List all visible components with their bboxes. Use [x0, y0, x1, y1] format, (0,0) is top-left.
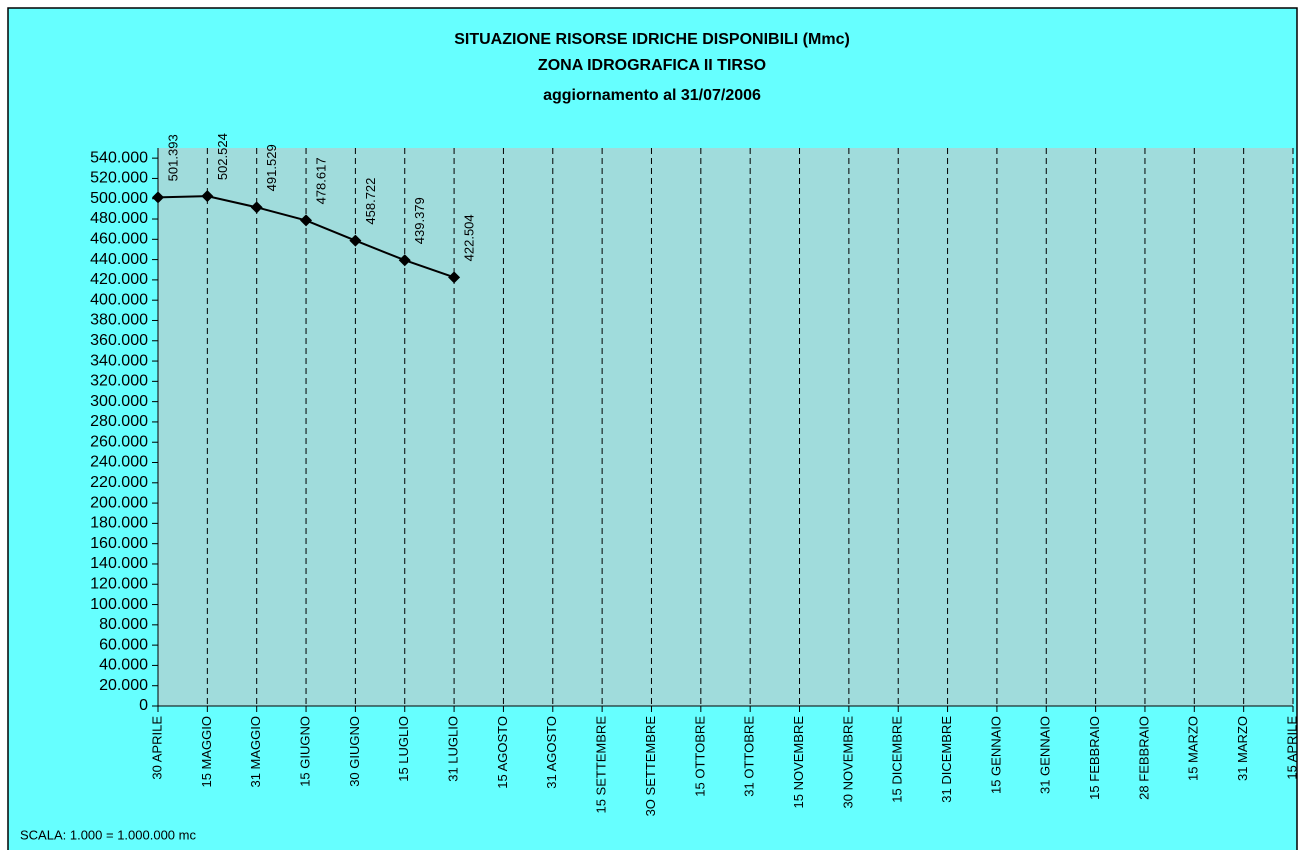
x-tick-label: 28 FEBBRAIO — [1136, 716, 1151, 800]
data-label: 422.504 — [462, 214, 477, 261]
y-tick-label: 500.000 — [90, 190, 148, 207]
plot-area — [158, 148, 1293, 706]
data-label: 458.722 — [363, 178, 378, 225]
x-tick-label: 15 FEBBRAIO — [1087, 716, 1102, 800]
x-tick-label: 31 OTTOBRE — [742, 716, 757, 797]
y-tick-label: 160.000 — [90, 535, 148, 552]
scale-note: SCALA: 1.000 = 1.000.000 mc — [20, 827, 196, 842]
y-tick-label: 340.000 — [90, 352, 148, 369]
x-tick-label: 31 MAGGIO — [248, 716, 263, 788]
y-tick-label: 480.000 — [90, 210, 148, 227]
y-tick-label: 240.000 — [90, 454, 148, 471]
y-tick-label: 460.000 — [90, 231, 148, 248]
data-point — [448, 271, 461, 284]
y-tick-label: 280.000 — [90, 413, 148, 430]
y-tick-label: 80.000 — [99, 616, 148, 633]
x-tick-label: 31 LUGLIO — [446, 716, 461, 782]
data-point — [398, 254, 411, 267]
y-tick-label: 300.000 — [90, 393, 148, 410]
y-tick-label: 100.000 — [90, 596, 148, 613]
x-tick-label: 3O SETTEMBRE — [643, 716, 658, 817]
y-tick-label: 0 — [139, 697, 148, 714]
y-tick-label: 40.000 — [99, 657, 148, 674]
y-tick-label: 220.000 — [90, 474, 148, 491]
x-tick-label: 15 MARZO — [1186, 716, 1201, 781]
chart-title: SITUAZIONE RISORSE IDRICHE DISPONIBILI (… — [454, 31, 850, 48]
y-tick-label: 540.000 — [90, 149, 148, 166]
data-label: 502.524 — [215, 133, 230, 180]
y-tick-label: 120.000 — [90, 575, 148, 592]
chart-subtitle: ZONA IDROGRAFICA II TIRSO — [538, 57, 766, 74]
x-tick-label: 15 LUGLIO — [396, 716, 411, 782]
y-tick-label: 520.000 — [90, 170, 148, 187]
y-tick-label: 420.000 — [90, 271, 148, 288]
y-tick-label: 260.000 — [90, 433, 148, 450]
data-label: 501.393 — [165, 134, 180, 181]
y-tick-label: 200.000 — [90, 494, 148, 511]
x-tick-label: 15 GIUGNO — [297, 716, 312, 787]
y-tick-label: 180.000 — [90, 515, 148, 532]
x-tick-label: 15 NOVEMBRE — [791, 716, 806, 809]
x-tick-label: 15 SETTEMBRE — [594, 716, 609, 814]
x-tick-label: 31 MARZO — [1235, 716, 1250, 781]
x-tick-label: 15 GENNAIO — [988, 716, 1003, 794]
y-tick-label: 400.000 — [90, 291, 148, 308]
data-point — [201, 190, 214, 203]
data-label: 478.617 — [313, 157, 328, 204]
data-label: 491.529 — [264, 144, 279, 191]
x-tick-label: 31 DICEMBRE — [939, 716, 954, 803]
chart-update: aggiornamento al 31/07/2006 — [543, 87, 761, 104]
y-tick-label: 440.000 — [90, 251, 148, 268]
x-tick-label: 15 MAGGIO — [199, 716, 214, 788]
x-tick-label: 30 NOVEMBRE — [840, 716, 855, 809]
x-tick-label: 31 AGOSTO — [544, 716, 559, 789]
y-tick-label: 60.000 — [99, 636, 148, 653]
data-point — [152, 191, 164, 204]
data-point — [300, 214, 313, 227]
y-tick-label: 380.000 — [90, 312, 148, 329]
y-tick-label: 20.000 — [99, 677, 148, 694]
x-tick-label: 30 GIUGNO — [347, 716, 362, 787]
data-point — [349, 234, 362, 247]
y-tick-label: 360.000 — [90, 332, 148, 349]
x-tick-label: 15 AGOSTO — [495, 716, 510, 789]
x-tick-label: 15 APRILE — [1284, 716, 1299, 780]
data-label: 439.379 — [412, 197, 427, 244]
x-tick-label: 31 GENNAIO — [1038, 716, 1053, 794]
x-tick-label: 15 OTTOBRE — [692, 716, 707, 797]
data-point — [250, 201, 263, 214]
y-tick-label: 320.000 — [90, 373, 148, 390]
x-tick-label: 15 DICEMBRE — [890, 716, 905, 803]
x-tick-label: 30 APRILE — [149, 716, 164, 780]
y-tick-label: 140.000 — [90, 555, 148, 572]
